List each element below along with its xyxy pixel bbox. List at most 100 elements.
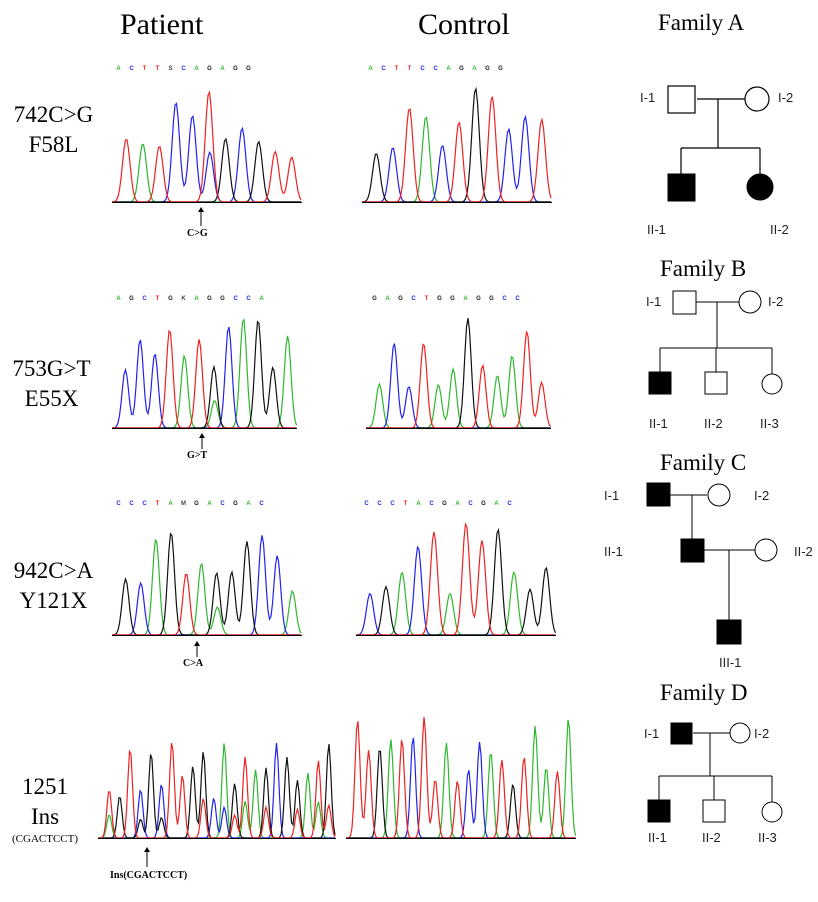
trace-line xyxy=(98,744,336,839)
base-call: A xyxy=(194,296,199,302)
family-c-member-label: I-1 xyxy=(604,488,620,503)
base-call: G xyxy=(372,296,377,302)
pedigree-female-unaffected xyxy=(744,86,770,112)
base-call: C xyxy=(142,501,147,507)
mutation-protein-change: Ins xyxy=(30,804,60,829)
base-call: C xyxy=(420,66,425,72)
mutation-label-942: 942C>A Y121X xyxy=(6,556,101,616)
base-call: C xyxy=(246,296,251,302)
base-call: A xyxy=(246,501,251,507)
base-call: A xyxy=(220,66,225,72)
base-call: G xyxy=(233,501,238,507)
pedigree-family-a xyxy=(667,85,774,202)
arrow-marker-1 xyxy=(198,207,204,226)
family-b-member-label: II-2 xyxy=(704,416,723,431)
pedigree-female-unaffected xyxy=(754,538,778,562)
base-call: A xyxy=(207,501,212,507)
base-call: T xyxy=(155,66,160,72)
base-call: T xyxy=(142,66,147,72)
family-a-member-label: II-1 xyxy=(647,222,666,237)
base-call: C xyxy=(129,501,134,507)
trace-line xyxy=(112,329,297,429)
mutation-protein-change: E55X xyxy=(24,386,79,411)
trace-line xyxy=(98,742,336,839)
pedigree-female-unaffected xyxy=(738,290,762,314)
base-call: C xyxy=(515,296,520,302)
base-call: G xyxy=(129,296,134,302)
chromatogram-patient-1 xyxy=(111,90,302,203)
mutation-label-1251: 1251 Ins (CGACTCCT) xyxy=(0,772,90,846)
trace-line xyxy=(112,320,297,429)
trace-line xyxy=(346,750,576,839)
trace-line xyxy=(111,326,297,429)
family-d-title: Family D xyxy=(660,680,748,705)
base-call: C xyxy=(468,501,473,507)
pedigree-family-b xyxy=(648,290,783,395)
pedigree-family-c xyxy=(646,482,778,645)
variant-annotation-1: C>G xyxy=(187,228,208,239)
base-call: A xyxy=(116,66,121,72)
base-call: G xyxy=(437,296,442,302)
pedigree-female-unaffected xyxy=(707,483,731,507)
base-call: C xyxy=(502,296,507,302)
trace-line xyxy=(362,96,552,203)
base-call: C xyxy=(433,66,438,72)
mutation-nucleotide-change: 742C>G xyxy=(13,102,94,127)
family-b-member-label: I-1 xyxy=(646,294,662,309)
pedigree-female-unaffected xyxy=(761,373,783,395)
mutation-nucleotide-change: 753G>T xyxy=(12,356,91,381)
family-d-member-label: II-2 xyxy=(702,830,721,845)
arrow-marker-3 xyxy=(194,641,200,657)
family-a-member-label: II-2 xyxy=(770,222,789,237)
family-b-member-label: I-2 xyxy=(768,294,784,309)
trace-line xyxy=(112,318,298,429)
pedigree-male-unaffected xyxy=(702,799,726,823)
base-call: T xyxy=(424,296,429,302)
base-call: G xyxy=(207,296,212,302)
base-call: G xyxy=(398,296,403,302)
family-a-title: Family A xyxy=(658,10,745,35)
patient-column-header: Patient xyxy=(120,8,204,41)
family-d-member-label: I-2 xyxy=(754,726,770,741)
base-call: C xyxy=(142,296,147,302)
pedigree-male-affected xyxy=(647,799,671,823)
pedigree-male-unaffected xyxy=(672,290,697,315)
family-d-member-label: I-1 xyxy=(644,726,660,741)
base-call: G xyxy=(207,66,212,72)
pedigree-male-affected xyxy=(646,482,671,507)
family-c-member-label: II-2 xyxy=(794,544,813,559)
base-call: C xyxy=(259,501,264,507)
trace-line xyxy=(111,90,302,203)
base-call: G xyxy=(233,66,238,72)
trace-line xyxy=(112,539,302,636)
pedigree-male-affected xyxy=(716,619,742,645)
base-call: G xyxy=(194,501,199,507)
mutation-nucleotide-change: 942C>A xyxy=(13,558,94,583)
pedigree-female-unaffected xyxy=(761,801,783,823)
base-call: A xyxy=(416,501,421,507)
variant-annotation-3: C>A xyxy=(183,658,204,669)
chromatogram-control-2 xyxy=(365,318,552,429)
family-a-member-label: I-2 xyxy=(778,90,794,105)
mutation-label-753: 753G>T E55X xyxy=(4,354,99,414)
family-c-member-label: III-1 xyxy=(719,655,742,670)
base-call: C xyxy=(390,501,395,507)
trace-line xyxy=(356,527,557,636)
mutation-protein-change: Y121X xyxy=(19,588,88,613)
base-call: K xyxy=(181,296,186,302)
base-call: C xyxy=(411,296,416,302)
base-call: C xyxy=(377,501,382,507)
base-call: C xyxy=(129,66,134,72)
family-d-member-label: II-1 xyxy=(648,830,667,845)
trace-line xyxy=(362,114,551,203)
base-call: G xyxy=(498,66,503,72)
pedigree-male-unaffected xyxy=(704,371,728,395)
mutation-protein-change: F58L xyxy=(28,132,79,157)
trace-line xyxy=(356,571,556,636)
chromatogram-patient-2 xyxy=(111,318,298,429)
pedigree-male-affected xyxy=(648,371,672,395)
base-call: C xyxy=(181,66,186,72)
base-call: C xyxy=(507,501,512,507)
